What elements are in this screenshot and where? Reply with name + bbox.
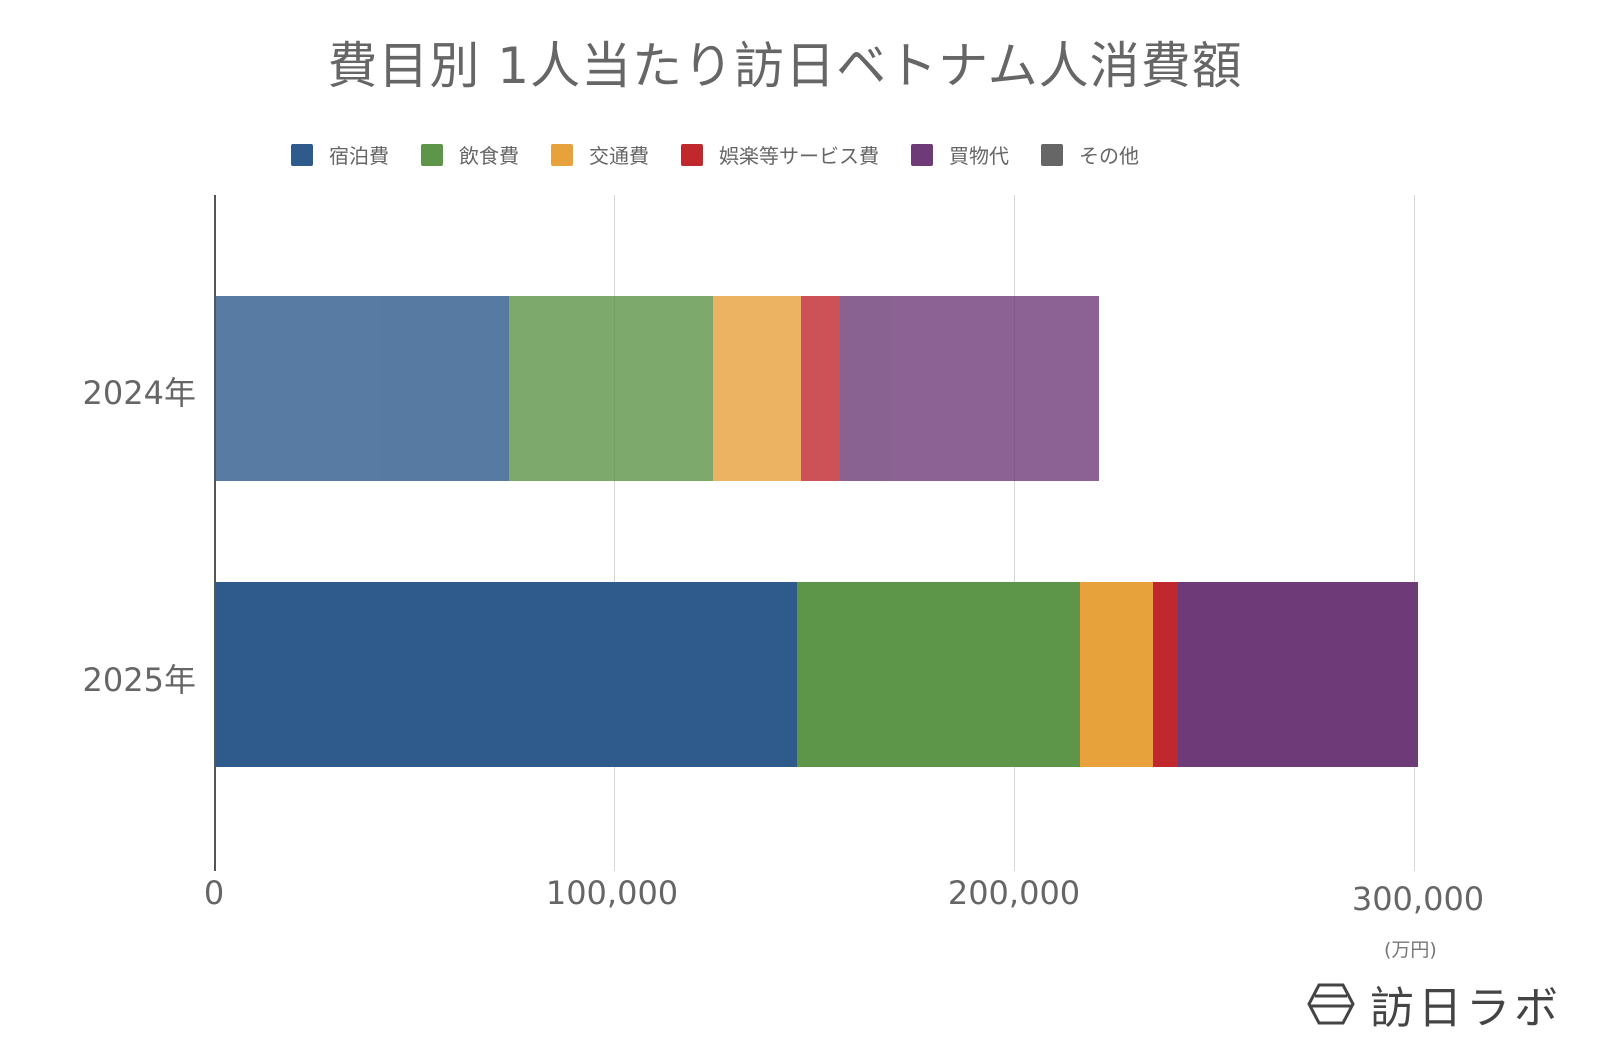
legend-label: 娯楽等サービス費 xyxy=(719,144,879,168)
y-label-2025: 2025年 xyxy=(82,661,196,699)
legend-item-shopping[interactable]: 買物代 xyxy=(911,140,1009,169)
y-axis-line xyxy=(214,195,216,871)
brand-logo: 訪日ラボ xyxy=(1306,972,1562,1036)
legend-label: 交通費 xyxy=(589,144,649,168)
chart-title: 費目別 1人当たり訪日ベトナム人消費額 xyxy=(327,37,1243,95)
segment-shopping-2024[interactable] xyxy=(840,296,1099,481)
segment-shopping-2025[interactable] xyxy=(1178,582,1418,767)
legend-swatch-icon xyxy=(681,143,703,166)
legend: 宿泊費 飲食費 交通費 娯楽等サービス費 買物代 その他 xyxy=(291,140,1171,169)
x-tick-300000: 300,000 xyxy=(1351,880,1485,918)
legend-label: その他 xyxy=(1079,144,1139,168)
segment-transport-2025[interactable] xyxy=(1080,582,1153,767)
segment-accommodation-2025[interactable] xyxy=(214,582,797,767)
legend-item-other[interactable]: その他 xyxy=(1041,140,1139,169)
legend-label: 飲食費 xyxy=(459,144,519,168)
segment-entertainment-2025[interactable] xyxy=(1153,582,1178,767)
gridline-300000 xyxy=(1414,195,1415,871)
legend-item-transport[interactable]: 交通費 xyxy=(551,140,649,169)
plot-area xyxy=(214,195,1514,871)
legend-swatch-icon xyxy=(291,143,313,166)
segment-accommodation-2024[interactable] xyxy=(214,296,509,481)
legend-swatch-icon xyxy=(551,143,573,166)
segment-food-2025[interactable] xyxy=(797,582,1080,767)
hexagon-logo-icon xyxy=(1307,983,1355,1025)
bar-2024[interactable] xyxy=(214,296,1099,481)
x-tick-0: 0 xyxy=(203,874,225,912)
unit-label: (万円) xyxy=(1384,939,1437,961)
legend-item-food[interactable]: 飲食費 xyxy=(421,140,519,169)
x-tick-100000: 100,000 xyxy=(545,874,679,912)
legend-swatch-icon xyxy=(1041,143,1063,166)
segment-transport-2024[interactable] xyxy=(713,296,801,481)
segment-food-2024[interactable] xyxy=(509,296,713,481)
bar-2025[interactable] xyxy=(214,582,1418,767)
segment-entertainment-2024[interactable] xyxy=(801,296,840,481)
gridline-200000 xyxy=(1014,195,1015,871)
gridline-100000 xyxy=(614,195,615,871)
x-tick-200000: 200,000 xyxy=(947,874,1081,912)
legend-swatch-icon xyxy=(421,143,443,166)
legend-label: 宿泊費 xyxy=(329,144,389,168)
y-label-2024: 2024年 xyxy=(82,374,196,412)
legend-label: 買物代 xyxy=(949,144,1009,168)
legend-swatch-icon xyxy=(911,143,933,166)
legend-item-accommodation[interactable]: 宿泊費 xyxy=(291,140,389,169)
logo-text: 訪日ラボ xyxy=(1370,983,1562,1034)
legend-item-entertainment[interactable]: 娯楽等サービス費 xyxy=(681,140,879,169)
